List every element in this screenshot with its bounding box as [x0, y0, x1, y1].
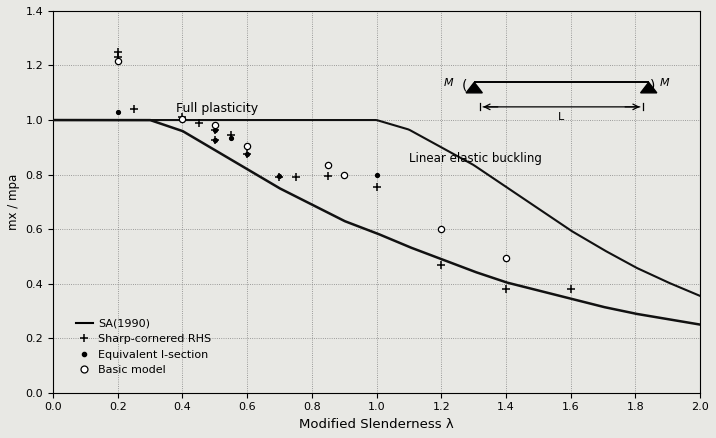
X-axis label: Modified Slenderness λ: Modified Slenderness λ [299, 418, 454, 431]
Text: ): ) [650, 79, 655, 93]
Text: (: ( [461, 79, 467, 93]
Polygon shape [466, 82, 483, 93]
Polygon shape [641, 82, 657, 93]
Text: L: L [558, 113, 565, 122]
Text: $M$: $M$ [442, 76, 454, 88]
Text: Linear elastic buckling: Linear elastic buckling [409, 152, 542, 165]
Legend: SA(1990), Sharp-cornered RHS, Equivalent I-section, Basic model: SA(1990), Sharp-cornered RHS, Equivalent… [72, 314, 216, 380]
Text: $M$: $M$ [659, 76, 670, 88]
Text: Full plasticity: Full plasticity [176, 102, 258, 115]
Y-axis label: mx / mpa: mx / mpa [7, 174, 20, 230]
